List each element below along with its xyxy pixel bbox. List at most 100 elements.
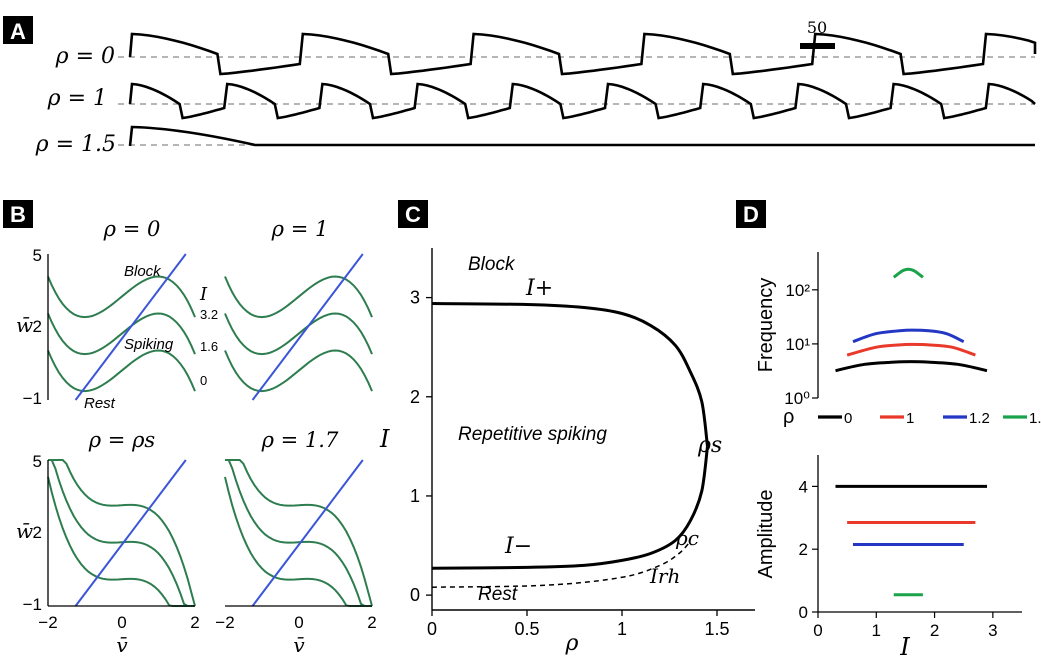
phase-plane-rho0: ρ = 0 [47,217,196,401]
d-bottom-ylabel: Amplitude [755,490,777,579]
c-ytick-label: 2 [410,387,420,407]
b-xtick: 0 [294,613,303,632]
d-freq-series-rho0 [835,360,988,373]
b-xtick: −2 [215,613,234,632]
c-region-rest: Rest [478,584,518,605]
c-tick-group: 0 0.5 1 1.5 0 1 2 3 [410,288,730,639]
panel-a-label-bg [3,16,33,44]
c-series-irh [431,543,690,588]
phase-plane-rho17: ρ = 1.7 [224,428,373,607]
v-nullcline-curve [47,275,196,319]
panel-d: D 10⁰ 10¹ 10² 0 2 4 0 1 2 3 Frequency Amplitude I… [736,200,1041,659]
d-top-ytick-label: 10⁰ [784,389,810,408]
d-bottom-ytick-label: 4 [799,477,808,496]
panel-a: A ρ = 0 ρ = 1 ρ = 1.5 50 [3,16,1037,157]
b-annot-spiking: Spiking [124,336,174,353]
b-xlabel-left: v̄ [116,633,128,657]
w-nullcline-line [74,253,187,401]
c-xtick-label: 1 [617,619,627,639]
d-top-ylabel: Frequency [755,278,777,373]
b-xtick: 2 [367,613,376,632]
phase-plane-rhos: ρ = ρs [47,428,196,607]
b-ylabel-top: w̄ [16,313,33,337]
w-nullcline-line [251,459,364,607]
trace-label-rho15: ρ = 1.5 [35,132,116,157]
v-nullcline-curve [225,459,372,607]
v-nullcline-curve [47,349,196,393]
b-ytick: −1 [23,595,42,614]
c-label-irh: Irh [649,564,680,588]
panel-c-label-bg [398,200,428,228]
c-curves [431,302,709,588]
legend-entry-label: 0 [844,410,852,427]
c-series-i [431,446,709,570]
c-xtick-label: 1.5 [704,619,729,639]
b-annot-rest: Rest [84,395,116,412]
d-bottom-ytick-label: 0 [799,603,808,622]
panel-d-label: D [743,202,759,227]
v-nullcline-curve [224,349,373,393]
d-legend: ρ 0 1 1.2 1.4 [783,406,1041,428]
b-ytick: 5 [33,246,42,265]
c-label-rhoc: ρc [675,526,699,550]
c-ytick-label: 0 [410,585,420,605]
voltage-trace-rho1 [128,82,1036,120]
d-bottom-ytick-label: 2 [799,540,808,559]
d-bottom-xtick-label: 2 [930,621,939,640]
b-annot-block: Block [124,263,162,280]
panel-a-label: A [10,19,26,44]
b-xtick: 2 [190,613,199,632]
c-region-block: Block [468,254,516,275]
trace-label-rho1: ρ = 1 [47,86,107,111]
c-xlabel: ρ [565,631,579,656]
b-ylabel-bottom: w̄ [16,519,33,543]
w-nullcline-line [251,253,364,401]
d-bottom-xlabel: I [899,633,910,659]
b-xlabel-right: v̄ [293,633,305,657]
v-nullcline-curve [48,459,195,607]
v-nullcline-curve [47,312,196,356]
b-xtick: 0 [117,613,126,632]
time-scalebar-label: 50 [807,18,827,37]
c-label-iminus: I− [504,534,532,559]
panel-b-label: B [10,202,26,227]
b-xtick: −2 [38,613,57,632]
c-ylabel: I [379,425,390,453]
b-curve-label-I: I [199,284,208,305]
phase-plane-title: ρ = 1 [271,217,329,241]
b-ytick: 5 [33,452,42,471]
c-xtick-label: 0.5 [514,619,539,639]
d-curves [835,267,988,597]
trace-label-rho0: ρ = 0 [55,44,115,69]
b-ytick: 2 [33,523,42,542]
phase-plane-rho1: ρ = 1 [224,217,373,401]
c-region-spiking: Repetitive spiking [458,424,607,445]
legend-entry-label: 1.4 [1029,410,1041,427]
d-bottom-xtick-label: 0 [813,621,822,640]
c-label-rhos: ρs [697,433,722,458]
legend-symbol: ρ [783,406,794,428]
b-curve-label: 1.6 [200,339,218,354]
b-curve-label: 3.2 [200,307,218,322]
voltage-trace-rho15 [128,125,1035,147]
d-bottom-xtick-label: 1 [872,621,881,640]
d-freq-series-rho14 [892,267,924,279]
c-label-iplus: I+ [525,276,553,301]
panel-c-label: C [405,202,421,227]
d-top-ytick-label: 10¹ [785,335,810,354]
phase-plane-title: ρ = 0 [103,217,161,241]
b-ytick: −1 [23,389,42,408]
voltage-trace-rho0 [128,32,1037,76]
legend-entry-label: 1.2 [969,410,990,427]
w-nullcline-line [74,459,187,607]
d-top-ytick-label: 10² [785,281,810,300]
d-freq-series-rho12 [852,328,965,344]
c-xtick-label: 0 [427,619,437,639]
c-series-i [431,302,709,447]
c-ytick-label: 3 [410,288,420,308]
legend-entry-label: 1 [906,410,914,427]
panel-c: C 0 0.5 1 1.5 0 1 2 3 I ρ Block Repetitive spik… [379,200,755,656]
phase-plane-title: ρ = 1.7 [261,428,339,452]
d-bottom-xtick-label: 3 [988,621,997,640]
